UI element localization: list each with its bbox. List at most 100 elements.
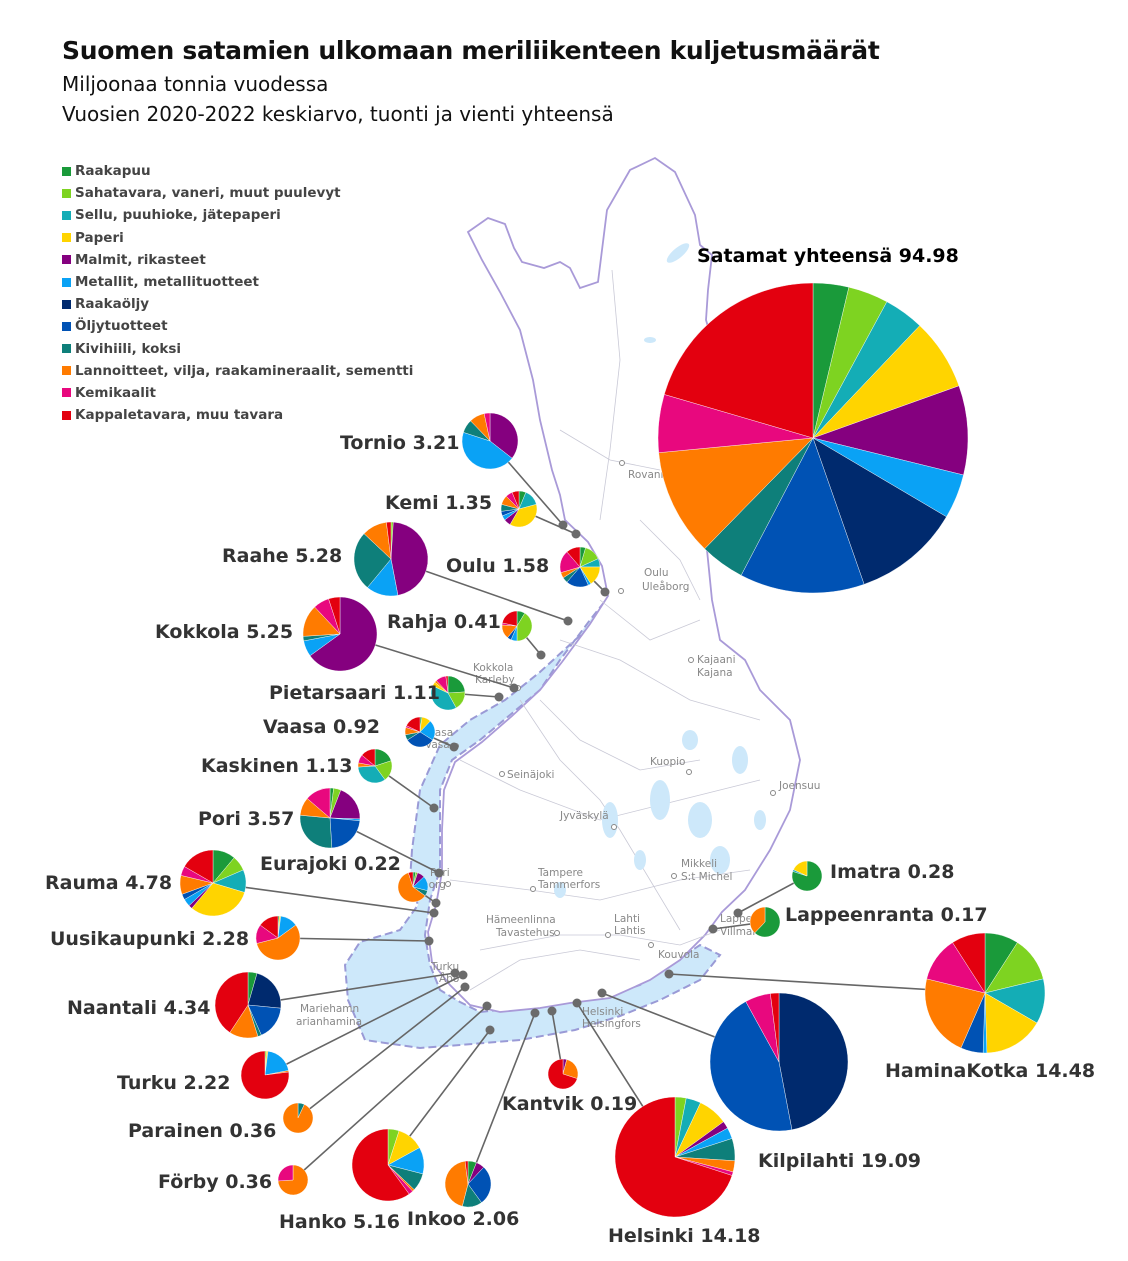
leader-line bbox=[247, 972, 456, 1006]
chart-subtitle-unit: Miljoonaa tonnia vuodessa bbox=[62, 72, 329, 96]
pie-slice bbox=[386, 521, 392, 560]
port-label: Rahja 0.41 bbox=[387, 611, 501, 633]
pie-slice bbox=[259, 915, 279, 939]
total-pie-label: Satamat yhteensä 94.98 bbox=[697, 245, 959, 267]
port-location-dot bbox=[458, 970, 468, 980]
legend-item: Raakaöljy bbox=[62, 293, 413, 315]
pie-slice bbox=[306, 787, 331, 819]
pie-slice bbox=[547, 1058, 578, 1090]
port-location-dot bbox=[429, 803, 439, 813]
port-label: Pietarsaari 1.11 bbox=[269, 682, 440, 704]
pie-slice bbox=[778, 992, 849, 1131]
city-label: Lahti bbox=[614, 913, 640, 925]
port-label: Lappeenranta 0.17 bbox=[785, 904, 988, 926]
pie-slice bbox=[256, 924, 301, 961]
port-label: Rauma 4.78 bbox=[45, 872, 173, 894]
legend-item: Kivihiili, koksi bbox=[62, 338, 413, 360]
legend-swatch bbox=[62, 366, 71, 376]
legend-swatch bbox=[62, 277, 71, 287]
lakes bbox=[554, 243, 766, 898]
pie-slice bbox=[924, 978, 986, 1049]
port-label: Kaskinen 1.13 bbox=[201, 755, 353, 777]
city-marker bbox=[499, 771, 505, 777]
city-label: Lahtis bbox=[614, 925, 645, 937]
port-location-dot bbox=[509, 683, 519, 693]
city-label: Joensuu bbox=[778, 780, 820, 792]
city-label: Villman bbox=[720, 926, 759, 938]
pie-rahja bbox=[501, 610, 533, 642]
pie-slice bbox=[329, 789, 361, 820]
leader-line bbox=[264, 974, 464, 1076]
pie-slice bbox=[277, 1164, 309, 1196]
legend-item: Kappaletavara, muu tavara bbox=[62, 404, 413, 426]
legend-label: Lannoitteet, vilja, raakamineraalit, sem… bbox=[75, 362, 414, 379]
pie-uusikaupunki bbox=[255, 915, 301, 961]
pie-haminakotka bbox=[924, 932, 1046, 1054]
pie-slice bbox=[614, 1096, 733, 1218]
port-location-dot bbox=[424, 936, 434, 946]
legend-item: Sellu, puuhioke, jätepaperi bbox=[62, 204, 413, 226]
city-marker bbox=[618, 588, 624, 594]
pie-kantvik bbox=[547, 1058, 579, 1090]
port-location-dot bbox=[664, 969, 674, 979]
sea-area bbox=[343, 507, 722, 1050]
legend-item: Öljytuotteet bbox=[62, 315, 413, 337]
port-location-dot bbox=[571, 529, 581, 539]
leader-line bbox=[277, 937, 430, 942]
city-label: Mariehamn bbox=[300, 1003, 359, 1015]
leader-line bbox=[212, 882, 435, 914]
port-label: Förby 0.36 bbox=[158, 1171, 273, 1193]
port-label: Hanko 5.16 bbox=[279, 1211, 400, 1233]
pie-kokkola bbox=[302, 596, 378, 672]
pie-slice bbox=[430, 685, 457, 711]
pie-f-rby bbox=[277, 1164, 309, 1196]
port-label: Pori 3.57 bbox=[198, 808, 295, 830]
pie-inkoo bbox=[444, 1160, 492, 1208]
pie-slice bbox=[709, 1001, 793, 1132]
port-label: Eurajoki 0.22 bbox=[260, 853, 401, 875]
city-label: Helsingfors bbox=[582, 1018, 641, 1030]
pie-slice bbox=[282, 1102, 314, 1134]
pie-slice bbox=[489, 412, 519, 459]
port-label: Kemi 1.35 bbox=[385, 492, 493, 514]
city-label: Lappe bbox=[720, 913, 752, 925]
port-location-dot bbox=[434, 868, 444, 878]
legend-label: Paperi bbox=[75, 229, 124, 246]
legend-label: Kappaletavara, muu tavara bbox=[75, 407, 284, 424]
legend-item: Malmit, rikasteet bbox=[62, 249, 413, 271]
port-label: Uusikaupunki 2.28 bbox=[50, 928, 250, 950]
pie-tornio bbox=[461, 412, 519, 470]
pie-slice bbox=[191, 882, 245, 917]
legend-swatch bbox=[62, 188, 71, 198]
legend-label: Raakaöljy bbox=[75, 296, 150, 313]
city-marker bbox=[605, 932, 611, 938]
pie-slice bbox=[329, 817, 361, 849]
port-location-dot bbox=[494, 692, 504, 702]
legend-swatch bbox=[62, 210, 71, 220]
pie-slice bbox=[461, 432, 513, 470]
port-label: Tornio 3.21 bbox=[340, 432, 460, 454]
legend-label: Sahatavara, vaneri, muut puulevyt bbox=[75, 185, 341, 202]
pie-slice bbox=[952, 932, 986, 994]
city-label: Kajana bbox=[697, 667, 733, 679]
pie-slice bbox=[444, 1160, 469, 1207]
pie-slice bbox=[770, 992, 780, 1063]
pie-slice bbox=[483, 412, 491, 442]
legend-item: Raakapuu bbox=[62, 160, 413, 182]
city-marker bbox=[619, 460, 625, 466]
pie-slice bbox=[566, 546, 581, 568]
pie-raahe bbox=[353, 521, 429, 597]
city-label: Oulu bbox=[644, 567, 669, 579]
pie-slice bbox=[328, 596, 341, 635]
pie-slice bbox=[793, 860, 808, 877]
legend-label: Raakapuu bbox=[75, 163, 151, 180]
port-location-dot bbox=[460, 982, 470, 992]
port-location-dot bbox=[485, 1025, 495, 1035]
pie-slice bbox=[397, 872, 426, 903]
pie-pietarsaari bbox=[430, 675, 466, 711]
city-label: Tavastehus bbox=[495, 927, 555, 939]
city-marker bbox=[611, 824, 617, 830]
legend-label: Sellu, puuhioke, jätepaperi bbox=[75, 207, 281, 224]
city-label: Mikkeli bbox=[681, 858, 717, 870]
city-label: Uleåborg bbox=[642, 580, 689, 593]
